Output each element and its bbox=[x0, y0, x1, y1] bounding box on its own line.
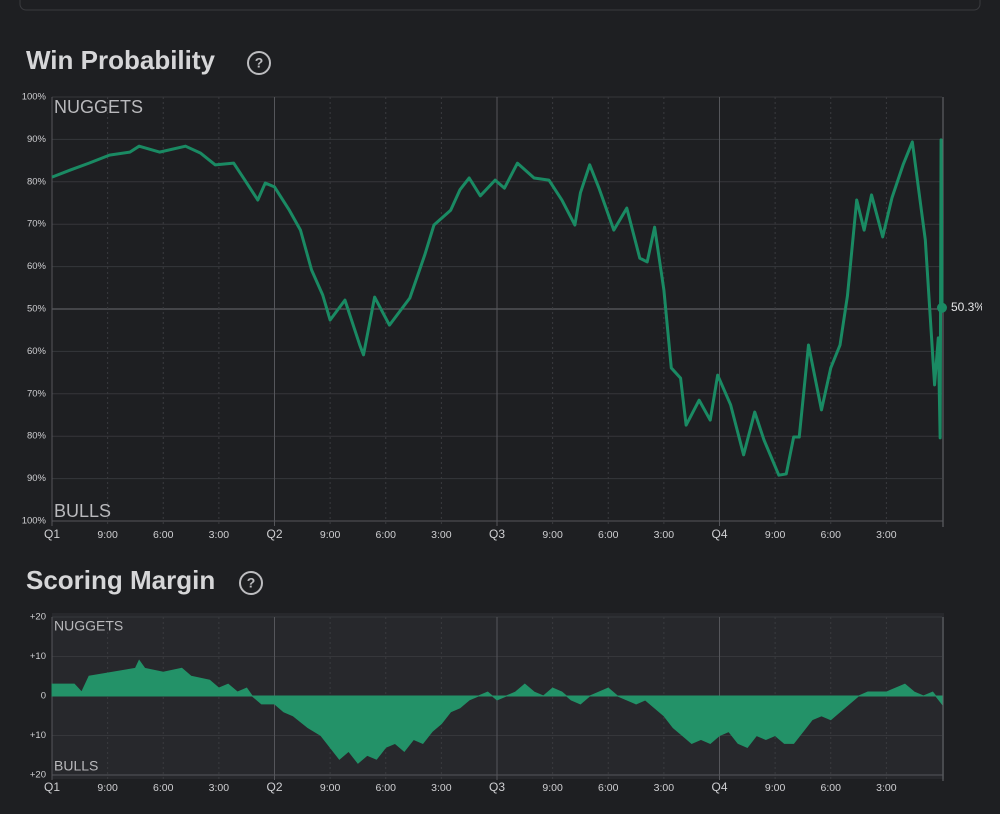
x-tick-label: 6:00 bbox=[598, 782, 619, 794]
y-tick-label: 90% bbox=[27, 473, 47, 484]
y-tick-label: +20 bbox=[30, 612, 46, 623]
y-tick-label: 0 bbox=[41, 691, 46, 702]
chart-title: Win Probability bbox=[26, 45, 216, 75]
current-label: 50.3% bbox=[951, 300, 985, 314]
y-tick-label: 90% bbox=[27, 134, 47, 145]
y-tick-label: +10 bbox=[30, 651, 46, 662]
x-tick-label: 6:00 bbox=[598, 529, 619, 541]
x-tick-label: Q3 bbox=[489, 527, 505, 541]
y-tick-label: 100% bbox=[22, 92, 47, 103]
help-icon[interactable]: ? bbox=[239, 571, 263, 595]
team-label: NUGGETS bbox=[54, 618, 123, 634]
current-marker bbox=[937, 302, 947, 313]
x-tick-label: Q2 bbox=[266, 527, 282, 541]
x-tick-label: Q2 bbox=[266, 780, 282, 794]
x-tick-label: 6:00 bbox=[821, 782, 842, 794]
x-tick-label: Q1 bbox=[44, 780, 60, 794]
y-tick-label: 80% bbox=[27, 176, 47, 187]
y-tick-label: 60% bbox=[27, 261, 47, 272]
team-label: NUGGETS bbox=[54, 97, 143, 117]
chart-title: Scoring Margin bbox=[26, 565, 215, 595]
y-tick-label: 80% bbox=[27, 431, 47, 442]
x-tick-label: 9:00 bbox=[320, 782, 341, 794]
y-tick-label: 100% bbox=[22, 516, 47, 527]
x-tick-label: 9:00 bbox=[765, 782, 786, 794]
x-tick-label: 9:00 bbox=[542, 782, 563, 794]
x-tick-label: 9:00 bbox=[320, 529, 341, 541]
x-tick-label: 3:00 bbox=[209, 782, 230, 794]
x-tick-label: 3:00 bbox=[654, 529, 675, 541]
y-tick-label: 70% bbox=[27, 388, 47, 399]
help-icon[interactable]: ? bbox=[247, 51, 271, 75]
x-tick-label: 9:00 bbox=[765, 529, 786, 541]
x-tick-label: 9:00 bbox=[542, 529, 563, 541]
svg-text:?: ? bbox=[247, 575, 256, 591]
x-tick-label: 9:00 bbox=[97, 782, 118, 794]
x-tick-label: Q1 bbox=[44, 527, 60, 541]
x-tick-label: 3:00 bbox=[876, 782, 897, 794]
x-tick-label: 3:00 bbox=[654, 782, 675, 794]
x-tick-label: Q4 bbox=[711, 780, 727, 794]
y-tick-label: 70% bbox=[27, 219, 47, 230]
y-tick-label: +10 bbox=[30, 730, 46, 741]
x-tick-label: 6:00 bbox=[376, 529, 397, 541]
top-panel bbox=[19, 0, 981, 11]
y-tick-label: +20 bbox=[30, 770, 46, 781]
y-tick-label: 60% bbox=[27, 346, 47, 357]
y-tick-label: 50% bbox=[27, 304, 47, 315]
x-tick-label: 6:00 bbox=[153, 529, 174, 541]
team-label: BULLS bbox=[54, 758, 98, 774]
svg-text:?: ? bbox=[255, 55, 264, 71]
win-probability-line bbox=[51, 138, 944, 477]
x-tick-label: 6:00 bbox=[821, 529, 842, 541]
x-tick-label: 3:00 bbox=[876, 529, 897, 541]
x-tick-label: 3:00 bbox=[431, 529, 452, 541]
x-tick-label: Q3 bbox=[489, 780, 505, 794]
margin-area bbox=[51, 659, 943, 764]
x-tick-label: 9:00 bbox=[97, 529, 118, 541]
x-tick-label: Q4 bbox=[711, 527, 727, 541]
x-tick-label: 6:00 bbox=[376, 782, 397, 794]
team-label: BULLS bbox=[54, 501, 111, 521]
x-tick-label: 3:00 bbox=[209, 529, 230, 541]
x-tick-label: 6:00 bbox=[153, 782, 174, 794]
x-tick-label: 3:00 bbox=[431, 782, 452, 794]
